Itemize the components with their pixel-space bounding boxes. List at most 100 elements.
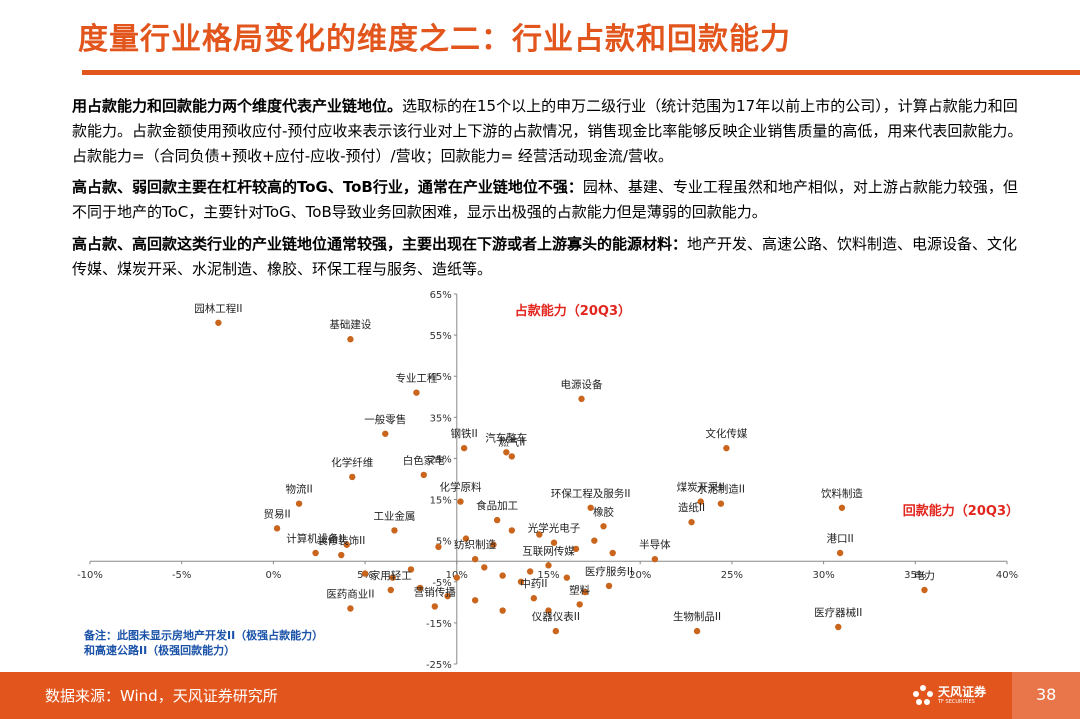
paragraph-3-body: 地产开发、高速公路、饮料制造、电源设备、文化传媒、煤炭开采、水泥制造、橡胶、环保… <box>72 235 1018 278</box>
data-point <box>338 551 345 559</box>
data-point <box>499 572 506 579</box>
data-point <box>545 562 552 569</box>
data-point-label: 纺织制造 <box>454 538 496 551</box>
data-point-label: 汽车整车 <box>485 431 527 444</box>
y-tick-label: -15% <box>426 619 452 630</box>
data-point <box>591 537 598 544</box>
data-point <box>453 574 460 581</box>
data-point <box>343 541 350 548</box>
paragraph-1-lead: 用占款能力和回款能力两个维度代表产业链地位。 <box>72 97 403 115</box>
data-point-label: 医药商业II <box>326 588 374 601</box>
page-number: 38 <box>1036 685 1057 704</box>
data-point-label: 半导体 <box>639 538 671 551</box>
data-point <box>536 531 543 538</box>
data-point <box>471 597 479 604</box>
data-point-label: 文化传媒 <box>705 427 747 440</box>
data-point <box>444 592 451 600</box>
paragraph-2-lead: 高占款、弱回款主要在杠杆较高的ToG、ToB行业，通常在产业链地位不强： <box>72 178 583 196</box>
data-point-label: 环保工程及服务II <box>551 487 631 500</box>
data-point <box>435 543 442 551</box>
data-point <box>481 564 488 571</box>
x-tick-label: 15% <box>537 570 559 581</box>
y-tick-label: 65% <box>430 290 452 301</box>
data-point-label: 燃气II <box>498 435 525 448</box>
data-point <box>517 578 525 585</box>
logo-text: 天风证券 <box>938 685 987 699</box>
data-point <box>550 539 558 546</box>
data-point <box>609 549 616 557</box>
data-point <box>361 570 369 577</box>
data-point <box>921 586 928 594</box>
chart-note: 和高速公路II（极强回款能力） <box>84 643 235 657</box>
data-point-label: 橡胶 <box>593 505 614 518</box>
data-point-label: 电源设备 <box>561 378 603 391</box>
data-point <box>552 627 560 635</box>
x-tick-label: 40% <box>996 570 1018 581</box>
paragraph-1-body: 选取标的在15个以上的申万二级行业（统计范围为17年以前上市的公司），计算占款能… <box>72 97 1023 165</box>
x-tick-label: 0% <box>265 570 281 581</box>
data-point <box>717 500 725 507</box>
data-point <box>578 395 585 403</box>
data-point-label: 家用轻工 <box>370 569 412 582</box>
data-point-label: 饮料制造 <box>821 487 863 500</box>
data-point <box>347 605 354 612</box>
data-point <box>457 498 464 505</box>
title-underline <box>82 70 1080 75</box>
data-point <box>462 535 470 542</box>
data-point-label: 贸易II <box>263 508 290 520</box>
x-axis-title: 回款能力（20Q3） <box>903 503 1019 519</box>
x-tick-label: -10% <box>77 570 103 581</box>
data-point-label: 化学原料 <box>439 481 481 494</box>
y-tick-label: -5% <box>432 578 451 589</box>
data-point-label: 钢铁II <box>451 427 478 440</box>
data-point-label: 计算机设备II <box>286 532 345 545</box>
company-logo: 天风证券 TF SECURITIES <box>910 680 1010 712</box>
data-point <box>471 555 479 563</box>
data-point <box>572 545 580 553</box>
x-tick-label: 20% <box>629 570 651 581</box>
data-point <box>349 473 356 481</box>
data-point <box>723 444 730 452</box>
data-point-label: 塑料 <box>569 583 590 596</box>
y-tick-label: 25% <box>430 454 452 465</box>
paragraph-3-lead: 高占款、高回款这类行业的产业链地位通常较强，主要出现在下游或者上游寡头的能源材料… <box>72 235 688 253</box>
y-tick-label: 5% <box>436 537 452 548</box>
data-point-label: 电力 <box>914 569 935 582</box>
y-axis-title: 占款能力（20Q3） <box>515 303 631 319</box>
data-point-label: 医疗服务II <box>585 565 633 578</box>
data-point <box>836 549 844 557</box>
data-point-label: 一般零售 <box>364 413 406 426</box>
data-point <box>530 595 538 602</box>
data-point-label: 基础建设 <box>329 318 371 331</box>
data-point-label: 营销传播 <box>414 585 456 598</box>
data-point <box>387 586 394 594</box>
data-point <box>835 623 842 631</box>
data-point-label: 园林工程II <box>194 302 242 315</box>
data-point <box>490 541 497 548</box>
data-source: 数据来源：Wind，天风证券研究所 <box>45 687 278 705</box>
data-point <box>526 568 534 575</box>
data-point <box>600 523 607 530</box>
paragraph-2-body: 园林、基建、专业工程虽然和地产相似，对上游占款能力较强，但不同于地产的ToC，主… <box>72 178 1018 221</box>
data-point <box>651 555 659 563</box>
data-point-label: 中药II <box>520 577 547 590</box>
page-number-box <box>1012 672 1080 719</box>
data-point <box>347 336 354 343</box>
data-point <box>508 453 516 460</box>
data-point <box>563 574 571 581</box>
data-point-label: 化学纤维 <box>331 456 373 469</box>
data-point <box>576 601 583 608</box>
data-point-label: 物流II <box>285 483 312 496</box>
data-point-label: 专业工程 <box>395 372 437 385</box>
footer-bar: 数据来源：Wind，天风证券研究所 天风证券 TF SECURITIES 38 <box>0 672 1080 719</box>
data-point-label: 工业金属 <box>373 509 415 522</box>
data-point <box>499 607 506 614</box>
data-point-label: 仪器仪表II <box>532 610 580 623</box>
data-point <box>416 584 424 592</box>
x-tick-label: -5% <box>172 570 191 581</box>
data-point <box>391 527 398 534</box>
data-point-label: 水泥制造II <box>697 483 745 496</box>
x-tick-label: 25% <box>721 570 743 581</box>
data-point <box>545 607 552 614</box>
chart-note: 备注：此图未显示房地产开发II（极强占款能力） <box>83 628 323 642</box>
